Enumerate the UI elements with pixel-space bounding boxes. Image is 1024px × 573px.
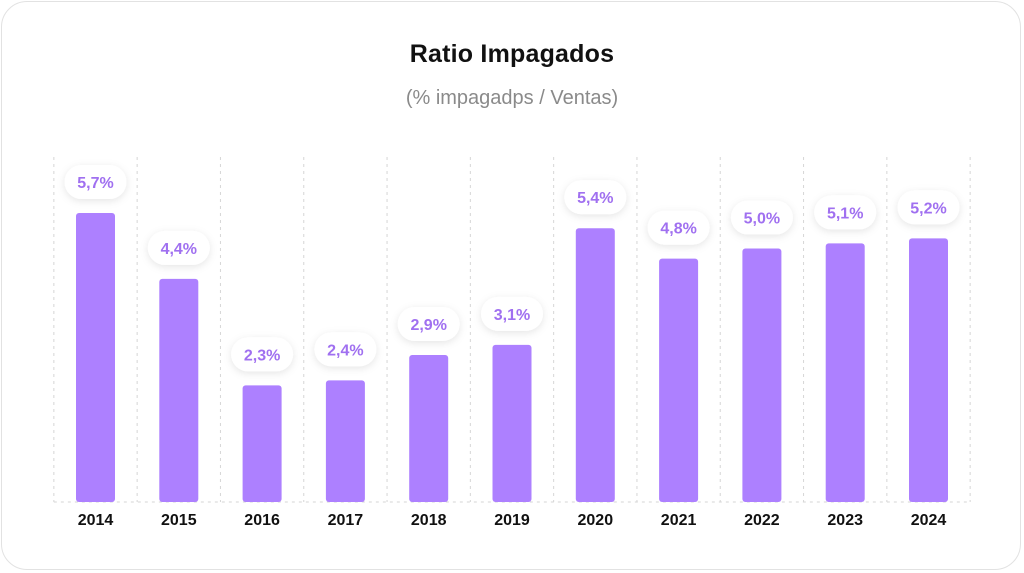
x-tick-label: 2015	[161, 512, 197, 529]
value-labels: 5,7% 4,4% 2,3% 2,4% 2,9% 3,1% 5,4% 4,8% 5,0% 5,1%…	[64, 165, 960, 372]
value-label-pill	[897, 190, 960, 225]
bar	[325, 380, 365, 502]
value-label-pill	[397, 306, 460, 341]
value-label: 5,4%	[564, 180, 627, 215]
value-label: 5,2%	[897, 190, 960, 225]
value-label-pill	[647, 210, 710, 245]
value-label-text: 5,2%	[910, 200, 946, 217]
value-label-pill	[564, 180, 627, 215]
x-tick-label: 2020	[578, 512, 614, 529]
value-label: 2,4%	[314, 332, 377, 367]
value-label: 2,9%	[397, 306, 460, 341]
value-label-text: 5,1%	[827, 205, 863, 222]
value-label: 5,7%	[64, 165, 127, 199]
value-label-text: 5,0%	[744, 210, 780, 227]
value-label-text: 5,7%	[77, 175, 113, 192]
value-label-pill	[481, 296, 543, 331]
value-label-text: 3,1%	[494, 307, 530, 324]
bar	[575, 228, 615, 503]
value-label-text: 2,3%	[244, 347, 280, 364]
value-label-text: 2,4%	[327, 342, 363, 359]
value-label-text: 4,4%	[161, 241, 197, 258]
value-label-text: 4,8%	[660, 221, 696, 238]
bar	[76, 213, 115, 502]
x-tick-label: 2023	[827, 512, 863, 529]
x-tick-label: 2019	[494, 512, 530, 529]
x-axis-ticks: 2014 2015 2016 2017 2018 2019 2020 2021 2022 2023…	[78, 512, 947, 529]
value-label: 4,8%	[647, 210, 710, 245]
x-tick-label: 2021	[661, 512, 697, 529]
value-label: 2,3%	[231, 337, 294, 372]
value-label-pill	[147, 230, 210, 265]
bar	[909, 238, 948, 502]
value-label: 4,4%	[147, 230, 210, 265]
value-label-pill	[64, 165, 127, 199]
x-tick-label: 2018	[411, 512, 447, 529]
value-label-pill	[730, 200, 793, 235]
grid-lines	[53, 157, 971, 503]
value-label: 5,1%	[814, 195, 877, 230]
value-label: 3,1%	[481, 296, 543, 331]
chart-title: Ratio Impagados	[409, 40, 615, 68]
bars	[76, 213, 948, 503]
chart-subtitle: (% impagadps / Ventas)	[405, 87, 619, 109]
bar	[825, 243, 865, 502]
value-label-text: 2,9%	[410, 317, 446, 334]
bar	[409, 354, 449, 502]
bar	[242, 385, 282, 502]
x-tick-label: 2022	[744, 512, 780, 529]
bar	[492, 344, 532, 502]
value-label-pill	[231, 337, 294, 372]
bar	[659, 258, 699, 502]
bar	[159, 278, 199, 502]
x-tick-label: 2024	[911, 512, 947, 529]
value-label: 5,0%	[730, 200, 793, 235]
value-label-pill	[814, 195, 877, 230]
x-tick-label: 2017	[328, 512, 364, 529]
x-tick-label: 2014	[78, 512, 114, 529]
bar	[742, 248, 782, 502]
x-tick-label: 2016	[244, 512, 280, 529]
value-label-text: 5,4%	[577, 190, 613, 207]
value-label-pill	[314, 332, 377, 367]
